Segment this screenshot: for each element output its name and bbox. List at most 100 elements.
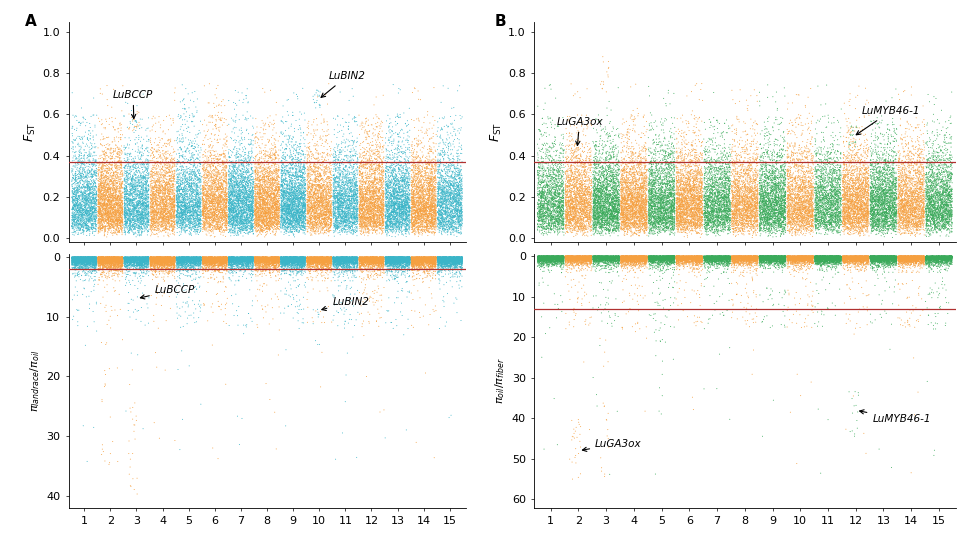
Point bbox=[240, 215, 256, 224]
Point bbox=[363, 218, 378, 227]
Point bbox=[225, 258, 241, 266]
Point bbox=[112, 159, 127, 167]
Point bbox=[308, 256, 323, 265]
Point bbox=[830, 255, 846, 264]
Point bbox=[239, 190, 255, 198]
Point bbox=[858, 180, 874, 188]
Point bbox=[153, 207, 169, 216]
Point bbox=[614, 253, 630, 261]
Point bbox=[887, 252, 903, 261]
Point bbox=[774, 253, 790, 262]
Point bbox=[633, 208, 649, 217]
Point bbox=[256, 253, 271, 262]
Point bbox=[325, 253, 341, 262]
Point bbox=[852, 253, 867, 262]
Point bbox=[381, 255, 397, 264]
Point bbox=[387, 192, 403, 200]
Point bbox=[320, 152, 336, 160]
Point bbox=[112, 154, 127, 163]
Point bbox=[765, 256, 781, 265]
Point bbox=[443, 261, 459, 270]
Point bbox=[583, 252, 599, 261]
Point bbox=[715, 252, 731, 261]
Point bbox=[667, 252, 683, 261]
Point bbox=[753, 202, 768, 211]
Point bbox=[333, 191, 349, 200]
Point bbox=[162, 253, 177, 262]
Point bbox=[909, 184, 925, 192]
Point bbox=[412, 222, 427, 231]
Point bbox=[898, 214, 913, 222]
Point bbox=[935, 256, 951, 265]
Point bbox=[127, 256, 143, 265]
Point bbox=[812, 254, 828, 263]
Point bbox=[388, 221, 404, 230]
Point bbox=[73, 254, 88, 262]
Point bbox=[76, 260, 92, 269]
Point bbox=[419, 256, 435, 265]
Point bbox=[810, 289, 826, 298]
Point bbox=[717, 173, 733, 181]
Point bbox=[676, 259, 692, 267]
Point bbox=[184, 197, 200, 205]
Point bbox=[81, 254, 97, 262]
Point bbox=[144, 192, 160, 201]
Point bbox=[92, 261, 108, 269]
Point bbox=[878, 188, 894, 197]
Point bbox=[540, 253, 556, 261]
Point bbox=[758, 255, 773, 264]
Point bbox=[186, 264, 202, 273]
Point bbox=[186, 275, 202, 284]
Point bbox=[866, 195, 882, 204]
Point bbox=[821, 204, 837, 213]
Point bbox=[338, 221, 354, 230]
Point bbox=[363, 171, 378, 179]
Point bbox=[746, 252, 761, 261]
Point bbox=[732, 212, 748, 221]
Point bbox=[708, 179, 723, 187]
Point bbox=[632, 232, 648, 240]
Point bbox=[108, 167, 123, 176]
Point bbox=[872, 195, 888, 204]
Point bbox=[150, 256, 166, 265]
Point bbox=[451, 253, 466, 261]
Point bbox=[255, 188, 270, 197]
Point bbox=[811, 256, 827, 265]
Point bbox=[241, 253, 257, 261]
Point bbox=[449, 164, 465, 173]
Point bbox=[148, 222, 164, 231]
Point bbox=[633, 226, 649, 234]
Point bbox=[803, 253, 818, 262]
Point bbox=[229, 253, 245, 262]
Point bbox=[118, 256, 133, 265]
Point bbox=[864, 253, 880, 262]
Point bbox=[222, 177, 238, 185]
Point bbox=[710, 211, 726, 220]
Point bbox=[714, 204, 730, 212]
Point bbox=[669, 193, 685, 202]
Point bbox=[266, 181, 281, 190]
Point bbox=[903, 252, 918, 261]
Point bbox=[432, 195, 448, 204]
Point bbox=[88, 253, 104, 262]
Point bbox=[215, 180, 230, 188]
Point bbox=[693, 186, 709, 195]
Point bbox=[267, 205, 282, 213]
Point bbox=[624, 252, 640, 261]
Point bbox=[115, 218, 130, 226]
Point bbox=[678, 254, 694, 263]
Point bbox=[251, 266, 267, 275]
Point bbox=[607, 200, 622, 208]
Point bbox=[939, 201, 955, 210]
Point bbox=[638, 252, 654, 260]
Point bbox=[825, 253, 841, 262]
Point bbox=[412, 256, 427, 265]
Point bbox=[303, 184, 318, 192]
Point bbox=[210, 255, 225, 264]
Point bbox=[244, 254, 260, 263]
Point bbox=[261, 224, 276, 233]
Point bbox=[710, 257, 726, 266]
Point bbox=[635, 184, 651, 192]
Point bbox=[814, 260, 830, 268]
Point bbox=[424, 253, 440, 262]
